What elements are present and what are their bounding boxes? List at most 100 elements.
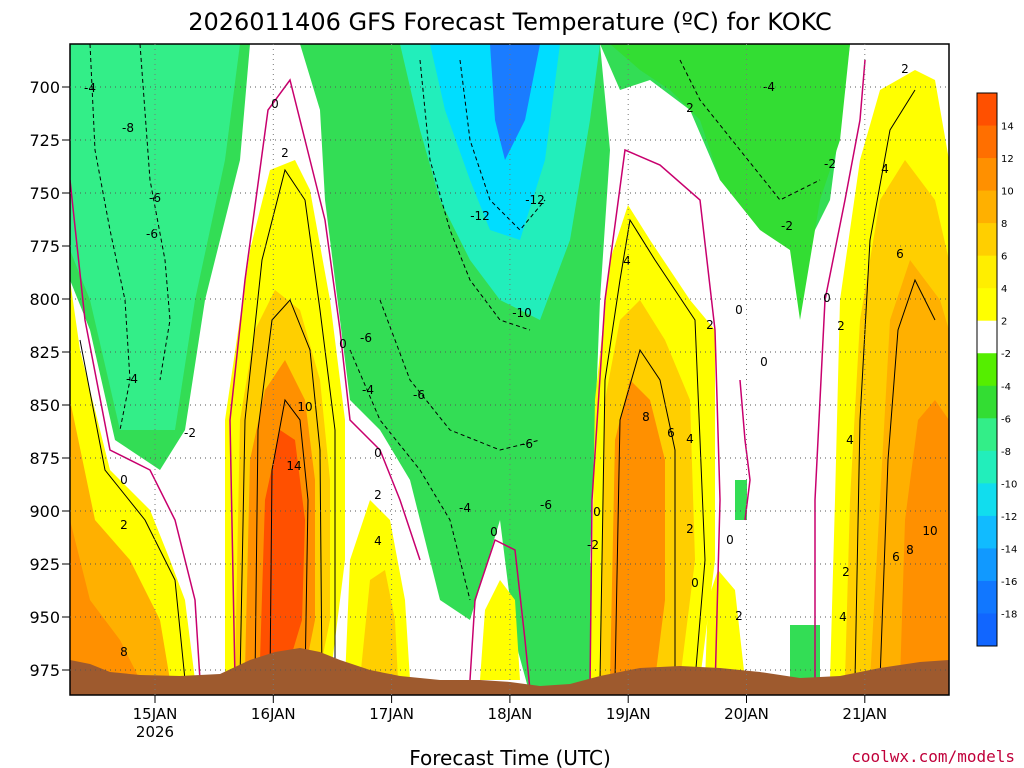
chart-title: 2026011406 GFS Forecast Temperature (ºC)… [188,8,832,36]
contour-label: 0 [120,473,128,487]
contour-label: -4 [763,80,775,94]
negative-contours [89,44,821,601]
contour-pos-3 [269,398,309,681]
contour-label: 10 [922,524,937,538]
y-tick-label: 800 [29,290,60,309]
contour-pos-8 [79,339,186,681]
y-tick-label: 850 [29,396,60,415]
contour-label: -10 [512,306,532,320]
colorbar-swatch [977,418,997,452]
contour-label: 0 [760,355,768,369]
contour-neg-7 [679,59,821,201]
contour-neg-3 [419,59,531,331]
colorbar-swatch [977,515,997,549]
zero-line-2 [229,78,421,681]
field-green-patch-20jan [735,480,747,520]
contour-label: -6 [146,227,158,241]
x-tick-label: 19JAN [606,705,651,723]
colorbar-swatch [977,613,997,647]
colorbar-label: 12 [1001,154,1014,165]
colorbar-label: -8 [1001,447,1011,458]
x-tick-label: 20JAN [724,705,769,723]
zero-line-1 [70,179,201,681]
colorbar-label: -4 [1001,382,1011,393]
y-tick-label: 925 [29,555,60,574]
contour-label: 0 [490,525,498,539]
field-yellow-20jan [705,570,745,680]
contour-label: -12 [525,193,545,207]
field-red-16jan [260,430,305,660]
colorbar-label: -10 [1001,479,1017,490]
contour-label: 0 [271,97,279,111]
colorbar-label: 2 [1001,317,1007,328]
colorbar-swatch [977,93,997,127]
colorbar-label: 6 [1001,252,1007,263]
colorbar-label: -12 [1001,512,1017,523]
x-tick-label: 21JAN [842,705,887,723]
contour-label: 0 [339,337,347,351]
contour-pos-5 [614,348,676,681]
contour-label: -8 [122,121,134,135]
contour-label: -4 [84,81,96,95]
contour-label: 4 [881,162,889,176]
contour-label: 4 [846,433,854,447]
y-tick-label: 950 [29,608,60,627]
contour-pos-4 [599,218,706,681]
contour-label: 2 [837,319,845,333]
contour-label: -6 [413,388,425,402]
surface-terrain [70,648,949,695]
contour-label: 6 [896,247,904,261]
colorbar-swatch [977,158,997,192]
colorbar-frame [976,92,998,647]
contour-label: 4 [623,254,631,268]
contour-label: 0 [823,291,831,305]
field-orange2-19jan [610,380,665,680]
x-axis-label: Forecast Time (UTC) [409,746,611,768]
contour-label: 8 [642,410,650,424]
contour-label: -6 [360,331,372,345]
x-tick-label: 17JAN [369,705,414,723]
contour-pos-7 [879,278,936,681]
contour-label: 0 [593,505,601,519]
zero-line-5 [739,379,751,521]
contour-label: 2 [686,101,694,115]
contour-label: 14 [286,459,301,473]
contour-label: 4 [374,534,382,548]
colorbar-label: -14 [1001,544,1017,555]
zero-line-3 [469,538,531,691]
colorbar-label: 10 [1001,187,1014,198]
contour-label: 8 [906,543,914,557]
y-tick-label: 700 [29,78,60,97]
x-tick-label: 16JAN [251,705,296,723]
y-tick-label: 825 [29,343,60,362]
zero-contours [70,59,866,691]
contour-label: 2 [281,146,289,160]
contour-neg-4 [459,59,546,231]
colorbar-swatch [977,450,997,484]
colorbar-label: 4 [1001,284,1007,295]
contour-label: 10 [297,400,312,414]
y-tick-label: 725 [29,131,60,150]
colorbar-swatch [977,483,997,517]
colorbar-swatch [977,580,997,614]
contour-neg-2 [139,44,171,381]
contour-label: -6 [540,498,552,512]
y-tick-label: 875 [29,449,60,468]
field-cold-upper-left [70,44,240,430]
contour-label: -2 [781,219,793,233]
contour-neg-5 [349,349,471,601]
contour-label: 6 [892,550,900,564]
y-tick-label: 975 [29,661,60,680]
contour-label: 6 [667,426,675,440]
colorbar-swatch [977,320,997,354]
colorbar: 14 12 10 8 6 4 2 -2 -4 -6 -8 -10 -12 -14 -16 -18 [976,92,1017,647]
colorbar-swatch [977,190,997,224]
field-orange-17jan [360,570,398,680]
contour-label: 2 [686,522,694,536]
colorbar-label: 8 [1001,219,1007,230]
colorbar-label: -18 [1001,609,1017,620]
zero-line-4 [589,148,721,691]
colorbar-label: -6 [1001,414,1011,425]
